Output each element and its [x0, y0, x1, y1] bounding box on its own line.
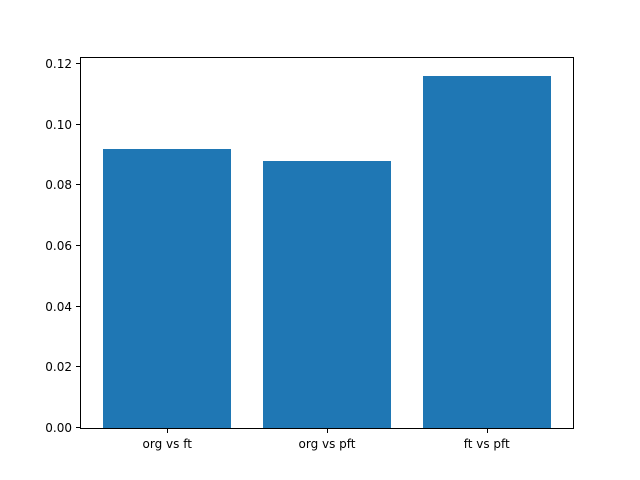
y-tick-mark: [76, 123, 80, 125]
x-tick-mark: [327, 429, 328, 433]
y-tick-mark: [76, 245, 80, 247]
bar-org-vs-pft: [263, 161, 391, 428]
x-tick-label-org-vs-ft: org vs ft: [142, 437, 192, 451]
y-tick-label-0.06: 0.06: [45, 239, 72, 254]
y-tick-label-0.02: 0.02: [45, 360, 72, 375]
bar-org-vs-ft: [103, 148, 232, 428]
y-tick-mark: [76, 63, 80, 65]
y-tick-label-0.10: 0.10: [45, 117, 72, 132]
x-tick-mark: [486, 429, 488, 433]
x-tick-label-ft-vs-pft: ft vs pft: [463, 437, 510, 451]
x-tick-label-org-vs-pft: org vs pft: [298, 437, 356, 451]
y-tick-mark: [76, 305, 80, 307]
x-tick-mark: [167, 429, 169, 433]
bar-ft-vs-pft: [422, 76, 551, 428]
y-tick-label-0.00: 0.00: [45, 421, 72, 435]
plot-area: org vs ft org vs pft ft vs pft 0.00 0.02 0.04…: [45, 57, 574, 450]
y-tick-label-0.12: 0.12: [45, 57, 72, 72]
y-tick-label-0.08: 0.08: [45, 178, 72, 193]
y-tick-mark: [76, 366, 80, 368]
y-tick-label-0.04: 0.04: [45, 299, 72, 314]
y-tick-mark: [76, 184, 80, 186]
y-tick-mark: [76, 427, 80, 428]
